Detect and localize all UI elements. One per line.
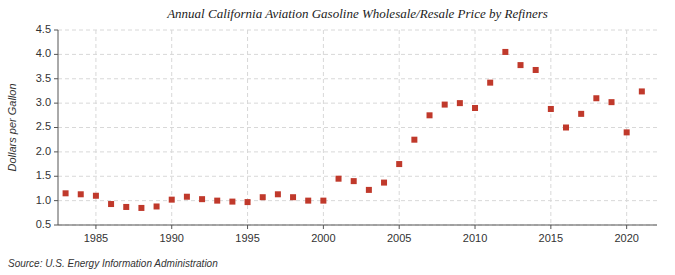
point xyxy=(427,112,433,118)
y-grid-line xyxy=(58,225,657,226)
point xyxy=(381,180,387,186)
point xyxy=(336,176,342,182)
y-tick-label: 2.0 xyxy=(36,145,51,157)
y-tick-label: 2.5 xyxy=(36,120,51,132)
y-axis-label: Dollars per Gallon xyxy=(6,83,18,171)
x-tick-label: 1985 xyxy=(84,232,108,244)
x-tick xyxy=(95,225,96,229)
x-tick xyxy=(247,225,248,229)
point xyxy=(472,105,478,111)
point xyxy=(229,199,235,205)
point xyxy=(138,205,144,211)
point xyxy=(609,99,615,105)
y-tick xyxy=(54,103,58,104)
y-tick xyxy=(54,30,58,31)
point xyxy=(457,100,463,106)
y-grid-line xyxy=(58,30,657,31)
point xyxy=(290,194,296,200)
point xyxy=(78,191,84,197)
point xyxy=(563,125,569,131)
y-tick-label: 3.0 xyxy=(36,96,51,108)
x-tick xyxy=(626,225,627,229)
x-grid-line xyxy=(626,30,627,225)
y-tick-label: 1.5 xyxy=(36,169,51,181)
point xyxy=(624,129,630,135)
x-grid-line xyxy=(171,30,172,225)
x-grid-line xyxy=(323,30,324,225)
point xyxy=(245,199,251,205)
y-tick xyxy=(54,176,58,177)
point xyxy=(578,111,584,117)
point xyxy=(199,196,205,202)
x-grid-line xyxy=(475,30,476,225)
source-note: Source: U.S. Energy Information Administ… xyxy=(8,258,218,269)
y-tick-label: 0.5 xyxy=(36,218,51,230)
x-tick xyxy=(550,225,551,229)
x-tick xyxy=(323,225,324,229)
y-grid-line xyxy=(58,176,657,177)
point xyxy=(548,106,554,112)
x-tick-label: 2000 xyxy=(311,232,335,244)
y-tick xyxy=(54,78,58,79)
y-grid-line xyxy=(58,103,657,104)
x-tick-label: 1995 xyxy=(235,232,259,244)
point xyxy=(123,204,129,210)
point xyxy=(93,193,99,199)
point xyxy=(518,62,524,68)
y-grid-line xyxy=(58,54,657,55)
y-tick xyxy=(54,54,58,55)
point xyxy=(593,95,599,101)
x-tick-label: 2005 xyxy=(387,232,411,244)
y-tick-label: 1.0 xyxy=(36,194,51,206)
y-tick-label: 4.0 xyxy=(36,47,51,59)
point xyxy=(396,161,402,167)
y-tick xyxy=(54,200,58,201)
y-grid-line xyxy=(58,200,657,201)
point xyxy=(260,194,266,200)
y-grid-line xyxy=(58,151,657,152)
point xyxy=(502,49,508,55)
grid xyxy=(58,30,657,225)
point xyxy=(639,88,645,94)
x-tick-label: 1990 xyxy=(159,232,183,244)
point xyxy=(169,197,175,203)
x-grid-line xyxy=(550,30,551,225)
x-tick-label: 2015 xyxy=(539,232,563,244)
point xyxy=(487,80,493,86)
axes: 0.5 1.0 1.5 2.0 2.5 3.0 3.5 4.0 4.5 1985 1990 1995 2… xyxy=(36,23,657,244)
point xyxy=(442,102,448,108)
y-grid-line xyxy=(58,78,657,79)
x-axis-line xyxy=(58,225,657,226)
x-tick xyxy=(171,225,172,229)
point xyxy=(411,137,417,143)
point xyxy=(154,203,160,209)
point xyxy=(351,178,357,184)
point xyxy=(214,198,220,204)
point xyxy=(305,198,311,204)
x-tick xyxy=(475,225,476,229)
point xyxy=(108,201,114,207)
point xyxy=(275,191,281,197)
x-tick-label: 2010 xyxy=(463,232,487,244)
title: Annual California Aviation Gasoline Whol… xyxy=(166,6,548,21)
x-tick-label: 2020 xyxy=(614,232,638,244)
y-tick xyxy=(54,127,58,128)
point xyxy=(533,67,539,73)
y-tick-label: 4.5 xyxy=(36,23,51,35)
point xyxy=(366,187,372,193)
x-grid-line xyxy=(399,30,400,225)
point xyxy=(320,198,326,204)
x-tick xyxy=(399,225,400,229)
point xyxy=(184,194,190,200)
y-tick xyxy=(54,225,58,226)
points xyxy=(63,49,645,211)
point xyxy=(63,190,69,196)
chart: 0.5 1.0 1.5 2.0 2.5 3.0 3.5 4.0 4.5 1985 1990 1995 2… xyxy=(0,0,675,275)
y-tick xyxy=(54,151,58,152)
x-grid-line xyxy=(247,30,248,225)
y-tick-label: 3.5 xyxy=(36,72,51,84)
